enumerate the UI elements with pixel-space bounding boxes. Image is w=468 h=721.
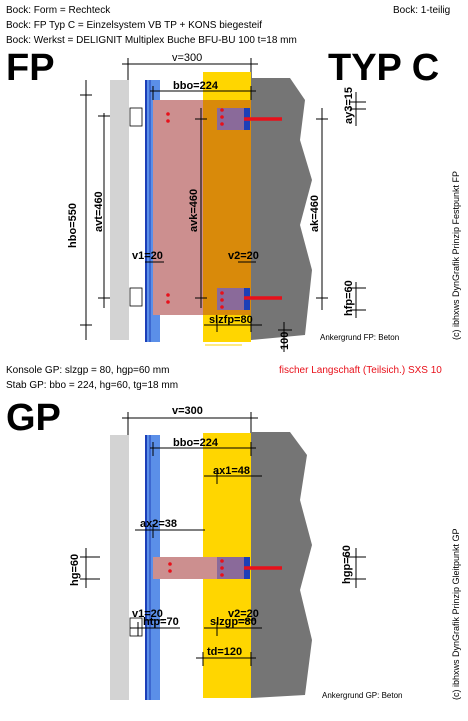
fp-dim-v-label: v=300 (172, 52, 202, 64)
gp-grey-board (110, 435, 129, 700)
gp-dim-ax1: ax1=48 (213, 465, 250, 477)
fp-dim-avk-label: avk=460 (188, 189, 200, 232)
gp-plate (217, 557, 245, 579)
header-line-1: Bock: Form = Rechteck (6, 5, 111, 16)
fp-dim-ak-label: ak=460 (309, 195, 321, 232)
fp-dim-hfp: hfp=60 (343, 280, 366, 318)
gp-dim-v2: v2=20 (228, 608, 259, 620)
fp-side-note: (c) ibhxws DynGrafik Prinzip Festpunkt F… (451, 171, 461, 340)
fp-pink-stab (153, 100, 203, 315)
fp-dim-avt: avt=460 (93, 113, 110, 308)
fp-label: FP (6, 47, 55, 89)
fp-dim-bbo: bbo=224 (173, 80, 219, 92)
fp-dim-avt-label: avt=460 (93, 191, 105, 232)
gp-dim-td: td=120 (207, 646, 242, 658)
fp-dim-v2: v2=20 (228, 250, 259, 262)
fp-dim-ay3-label: ay3=15 (343, 87, 355, 124)
middle-line-1: Konsole GP: slzgp = 80, hgp=60 mm (6, 365, 169, 376)
gp-dim-slzgp: slzgp=80 (210, 616, 257, 628)
gp-dim-v1: v1=20 (132, 608, 163, 620)
gp-wall (251, 432, 312, 698)
header-line-3: Bock: Werkst = DELIGNIT Multiplex Buche … (6, 35, 297, 46)
fp-plate-bottom (217, 288, 245, 310)
fp-red-dots (166, 108, 224, 309)
fp-anchor-base: Ankergrund FP: Beton (320, 333, 399, 342)
fp-slot-top (129, 107, 143, 127)
fp-diagram: FP TYP C v=300 (6, 47, 461, 352)
gp-dim-hg-label: hg=60 (69, 554, 81, 586)
middle-anchor-name: fischer Langschaft (Teilsich.) SXS 10 (279, 365, 442, 376)
fp-dim-hfp-label: hfp=60 (343, 280, 355, 316)
fp-slot-bottom (129, 287, 143, 307)
gp-dim-hgp: hgp=60 (341, 545, 366, 588)
fp-dim-avk: avk=460 (188, 108, 207, 308)
fp-dim-v1: v1=20 (132, 250, 163, 262)
fp-dim-hbo: hbo=550 (67, 80, 92, 340)
header-right: Bock: 1-teilig (393, 5, 450, 16)
fp-orange-zone (203, 100, 251, 315)
fp-dim-100: 100 (279, 332, 291, 350)
gp-pink-stab (153, 557, 217, 579)
gp-side-note: (c) ibhxws DynGrafik Prinzip Gleitpunkt … (451, 528, 461, 700)
gp-dim-bbo: bbo=224 (173, 437, 219, 449)
gp-slot-bottom (129, 617, 143, 637)
gp-dim-hgp-label: hgp=60 (341, 545, 353, 584)
fp-dim-hbo-label: hbo=550 (67, 203, 79, 248)
fp-dim-ay3: ay3=15 (343, 87, 366, 126)
gp-dim-htp: htp=70 (143, 616, 179, 628)
header-line-2: Bock: FP Typ C = Einzelsystem VB TP + KO… (6, 20, 262, 31)
gp-dim-hg: hg=60 (69, 548, 100, 588)
gp-anchor-base: Ankergrund GP: Beton (322, 691, 403, 700)
fp-type-label: TYP C (328, 47, 439, 89)
fp-dim-ak: ak=460 (309, 108, 328, 310)
gp-label: GP (6, 397, 61, 439)
gp-dim-ax2: ax2=38 (140, 518, 177, 530)
middle-line-2: Stab GP: bbo = 224, hg=60, tg=18 mm (6, 380, 178, 391)
gp-red-dots (168, 559, 224, 577)
fp-dim-v: v=300 (122, 52, 258, 82)
gp-dim-v: v=300 (172, 405, 203, 417)
fp-grey-board (110, 80, 129, 340)
gp-diagram: GP v=300 bbo=224 ax (6, 397, 461, 700)
fp-wall (251, 78, 312, 340)
fp-dim-slzfp: slzfp=80 (209, 314, 253, 326)
fp-plate-top (217, 108, 245, 130)
